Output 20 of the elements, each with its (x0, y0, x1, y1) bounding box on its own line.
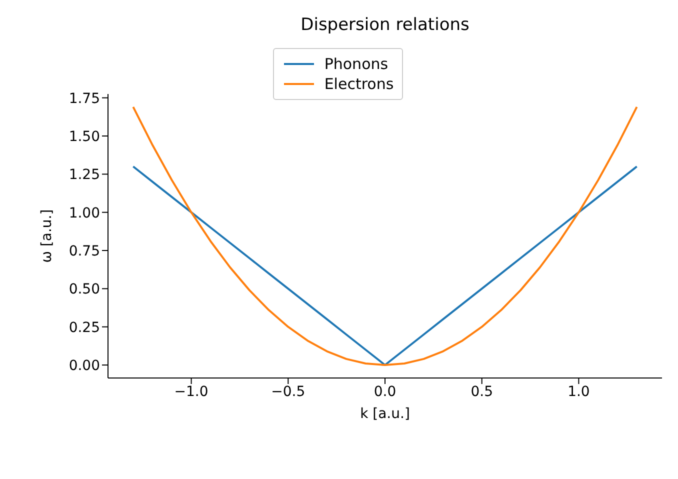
y-tick-label: 1.75 (68, 90, 100, 107)
y-tick-label: 0.25 (68, 320, 100, 336)
y-tick-label: 1.25 (68, 167, 100, 184)
chart-title: Dispersion relations (300, 15, 470, 35)
x-axis-title: k [a.u.] (360, 406, 410, 422)
y-tick-label: 0.00 (68, 358, 100, 374)
line-series (132, 106, 638, 366)
legend-label: Phonons (324, 55, 388, 73)
x-tick-label: 0.0 (374, 384, 396, 400)
x-tick-label: −1.0 (174, 384, 208, 400)
x-tick-label: 0.5 (470, 384, 493, 400)
y-tick-label: 1.50 (68, 128, 100, 145)
legend-label: Electrons (324, 75, 394, 93)
x-tick-label: −0.5 (271, 384, 306, 400)
y-tick-label: 0.75 (68, 243, 100, 260)
y-axis-title: ω [a.u.] (38, 209, 55, 263)
y-tick-label: 1.00 (68, 205, 100, 222)
y-tick-label: 0.50 (68, 282, 100, 298)
x-tick-label: 1.0 (568, 384, 590, 400)
line-series (132, 166, 638, 366)
